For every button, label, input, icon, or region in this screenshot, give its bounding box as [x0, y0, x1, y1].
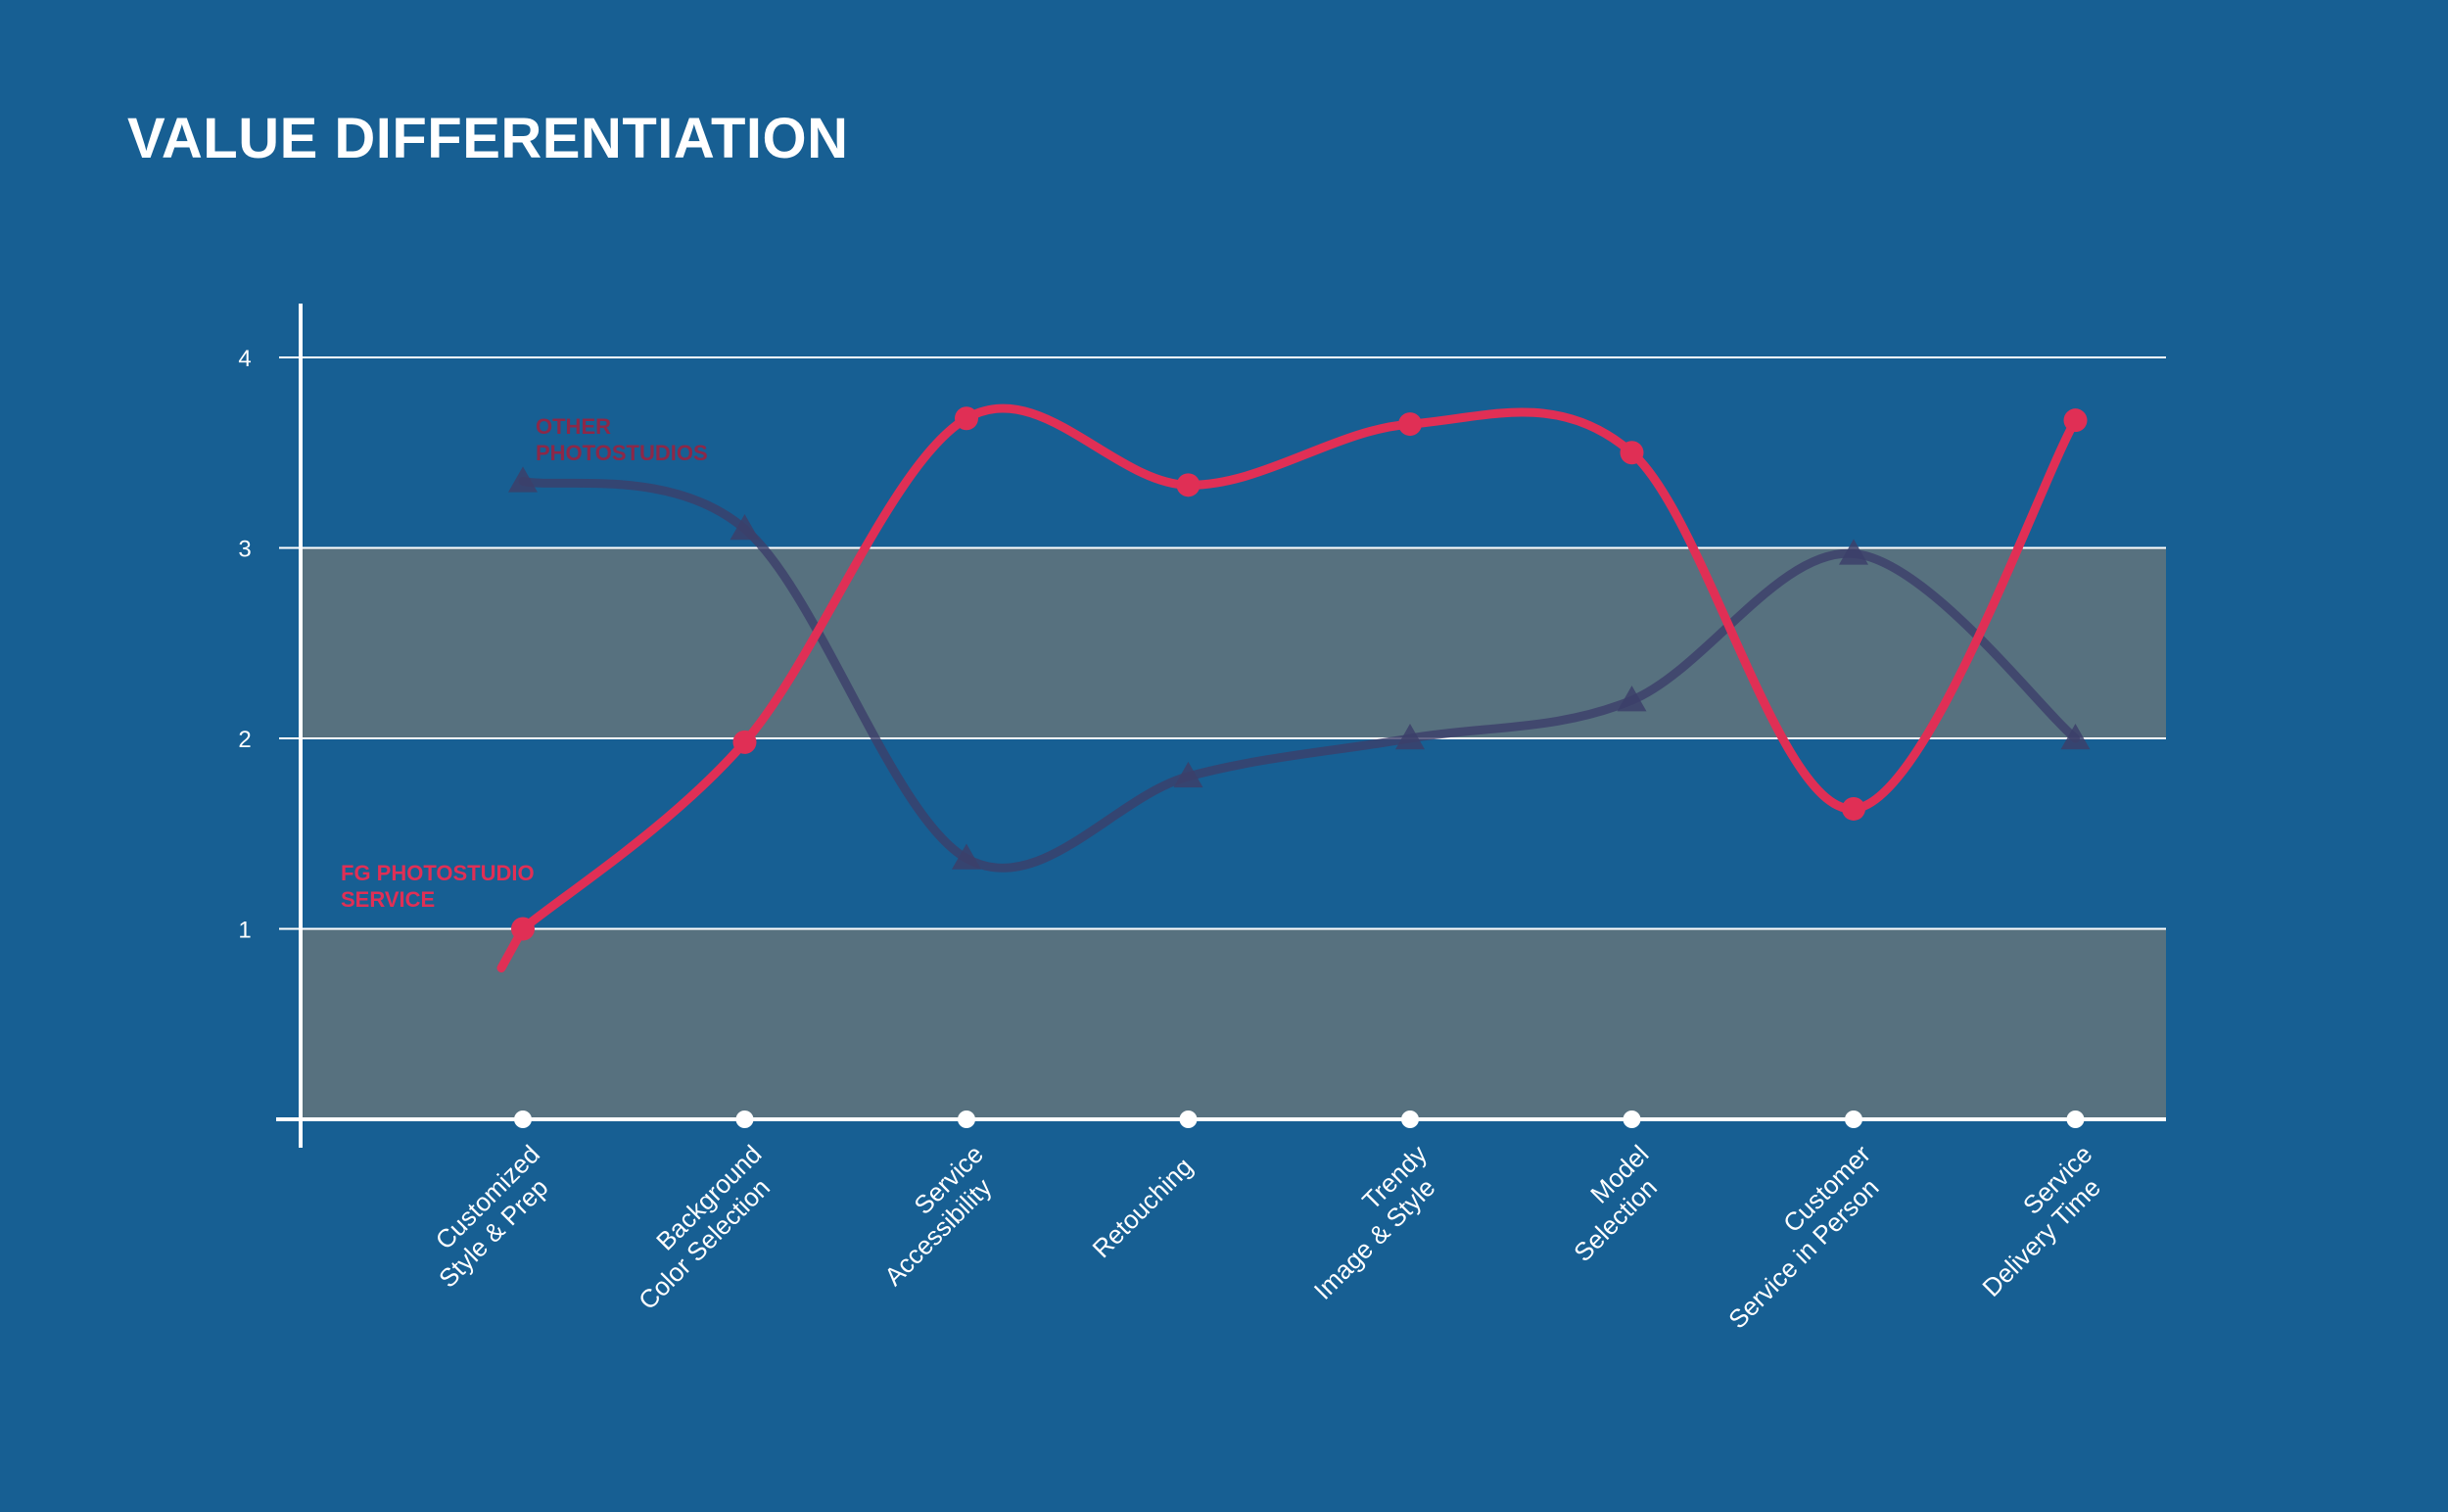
- x-category-dots: [514, 1110, 2085, 1128]
- x-category-label: CustomizedStyle & Prep: [412, 1139, 566, 1293]
- marker-fg-6: [1842, 796, 1865, 821]
- marker-other-3: [1173, 761, 1203, 788]
- series-labels: OTHER PHOTOSTUDIOS FG PHOTOSTUDIO SERVICE: [341, 414, 708, 912]
- marker-fg-4: [1398, 412, 1422, 437]
- label-other-photostudios: OTHER PHOTOSTUDIOS: [536, 414, 708, 465]
- y-tick-label: 2: [238, 727, 251, 753]
- marker-fg-2: [955, 406, 978, 431]
- marker-other-2: [952, 843, 981, 870]
- marker-fg-7: [2063, 408, 2088, 433]
- x-category-label: Retouching: [1087, 1152, 1199, 1263]
- marker-fg-0: [511, 917, 535, 941]
- y-tick-label: 1: [238, 918, 251, 944]
- label-line: OTHER: [536, 414, 611, 439]
- marker-other-7: [2060, 724, 2091, 750]
- x-category-label: BackgroundColor Selection: [612, 1139, 788, 1315]
- x-dot-3: [1179, 1110, 1198, 1128]
- x-category-label: TrendyImage & Style: [1288, 1139, 1454, 1305]
- background-bands: [301, 547, 2166, 1119]
- x-dot-2: [958, 1110, 975, 1128]
- chart-title: VALUE DIFFERENTIATION: [127, 107, 849, 170]
- label-fg-photostudio: FG PHOTOSTUDIO SERVICE: [341, 861, 535, 912]
- marker-other-6: [1839, 539, 1868, 565]
- x-dot-5: [1623, 1110, 1641, 1128]
- x-category-labels: CustomizedStyle & Prep BackgroundColor Se…: [412, 1139, 2119, 1334]
- marker-fg-1: [732, 730, 757, 754]
- x-category-label: ModelSelection: [1547, 1139, 1675, 1267]
- marker-other-5: [1617, 685, 1647, 712]
- x-dot-0: [514, 1110, 532, 1128]
- series-other-photostudios: [508, 466, 2091, 873]
- marker-fg-5: [1620, 441, 1644, 465]
- marker-fg-3: [1176, 473, 1200, 497]
- x-dot-6: [1845, 1110, 1862, 1128]
- label-line: SERVICE: [341, 887, 435, 912]
- marker-other-0: [508, 466, 538, 493]
- band-2-3: [301, 547, 2166, 738]
- marker-other-4: [1395, 724, 1425, 750]
- x-dot-1: [735, 1110, 754, 1128]
- label-line: PHOTOSTUDIOS: [536, 441, 708, 465]
- band-0-1: [301, 928, 2166, 1119]
- x-category-label: ServiceAccessibility: [858, 1139, 1010, 1291]
- series-fg-photostudio: [496, 403, 2088, 972]
- x-category-label: CustomerService in Person: [1702, 1139, 1897, 1334]
- marker-other-1: [730, 514, 760, 541]
- x-dot-7: [2066, 1110, 2085, 1128]
- label-line: FG PHOTOSTUDIO: [341, 861, 535, 885]
- series-line-other: [518, 476, 2080, 873]
- x-dot-4: [1401, 1110, 1419, 1128]
- x-category-label: ServiceDelivery Time: [1955, 1139, 2119, 1302]
- y-tick-labels: 1 2 3 4: [238, 346, 251, 944]
- y-tick-label: 3: [238, 537, 251, 563]
- y-tick-label: 4: [238, 346, 251, 372]
- x-category-line: Retouching: [1087, 1152, 1199, 1263]
